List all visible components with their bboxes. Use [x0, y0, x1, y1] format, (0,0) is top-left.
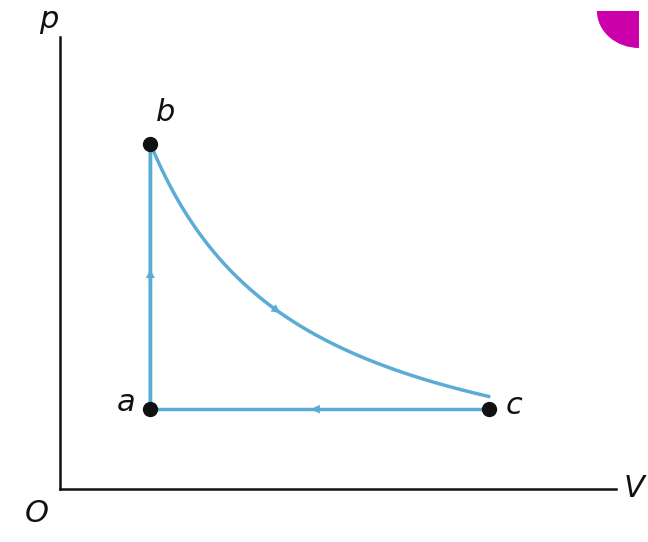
Circle shape — [597, 0, 648, 47]
Text: V: V — [624, 474, 645, 504]
Text: b: b — [156, 98, 175, 127]
Point — [145, 139, 156, 148]
Point — [483, 405, 494, 414]
Text: p: p — [39, 5, 58, 34]
Point — [145, 405, 156, 414]
Text: c: c — [505, 391, 522, 421]
Text: O: O — [25, 499, 49, 528]
Text: a: a — [117, 388, 135, 417]
